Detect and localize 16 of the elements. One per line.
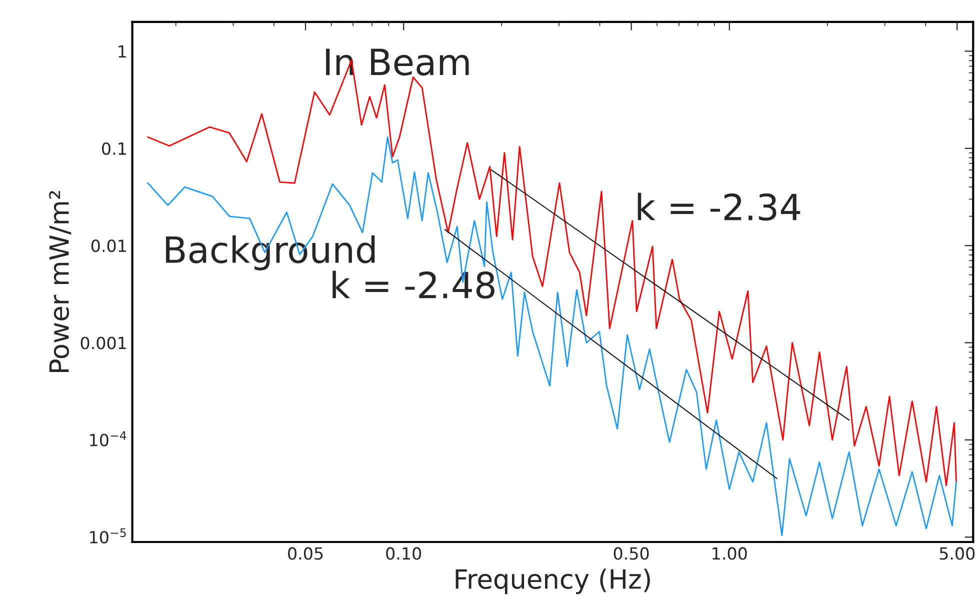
x-axis-title: Frequency (Hz) xyxy=(456,568,650,594)
y-axis-title: Power mW/m² xyxy=(49,191,72,372)
annotation: k = -2.34 xyxy=(638,192,800,221)
y-tick-label: 0.01 xyxy=(91,240,126,252)
x-tick-label: 1.00 xyxy=(712,547,747,560)
x-tick-label: 5.00 xyxy=(940,547,975,560)
y-tick-label: 10$^{−5}$ xyxy=(90,528,126,544)
annotation: Background xyxy=(166,235,375,270)
x-tick-label: 0.10 xyxy=(386,547,422,560)
x-tick-label: 0.05 xyxy=(288,547,323,560)
y-tick-label: 1 xyxy=(118,45,126,58)
x-tick-label: 0.50 xyxy=(614,547,649,560)
y-tick-label: 0.001 xyxy=(80,336,126,350)
annotation: k = -2.48 xyxy=(332,270,494,299)
y-tick-label: 0.1 xyxy=(102,142,126,155)
y-tick-label: 10$^{−4}$ xyxy=(90,431,126,446)
